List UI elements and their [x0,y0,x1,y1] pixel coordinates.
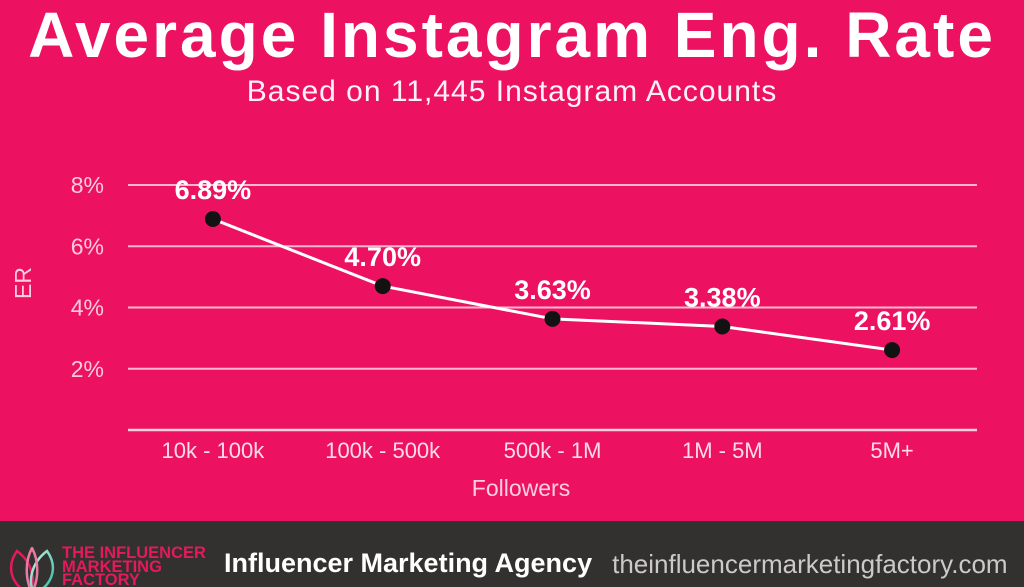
factory-logo-line: FACTORY [62,571,140,587]
chart-title: Average Instagram Eng. Rate [28,0,996,71]
data-point [714,318,731,335]
y-tick-label: 6% [71,233,104,259]
factory-logo-line: THE INFLUENCER [62,544,206,562]
x-tick-label: 10k - 100k [162,438,266,463]
x-axis-title: Followers [472,475,570,501]
data-point-label: 6.89% [175,175,252,205]
x-tick-label: 5M+ [870,438,913,463]
factory-logo-text: THE INFLUENCER MARKETING FACTORY [62,544,212,587]
data-point [884,342,901,359]
data-point-label: 4.70% [344,242,421,272]
y-tick-label: 8% [71,172,104,198]
data-point-label: 3.38% [684,282,761,312]
chart-header: Average Instagram Eng. Rate Based on 11,… [0,2,1024,110]
x-tick-label: 500k - 1M [504,438,602,463]
y-tick-label: 2% [71,356,104,382]
lotus-logo-icon [9,547,55,587]
website-url: theinfluencermarketingfactory.com [612,549,1008,579]
data-point [544,310,561,327]
data-point-label: 3.63% [514,275,591,305]
data-point [374,278,391,295]
x-tick-label: 100k - 500k [325,438,441,463]
footer: THE INFLUENCER MARKETING FACTORY Influen… [0,521,1024,587]
y-tick-label: 4% [71,295,104,321]
chart-subtitle: Based on 11,445 Instagram Accounts [246,75,778,108]
factory-logo-line: MARKETING [62,557,162,576]
x-tick-label: 1M - 5M [682,438,763,463]
data-point-label: 2.61% [854,306,931,336]
y-axis-title: ER [10,267,36,299]
er-line-chart: 2% 4% 6% 8% 10k - 100k 100k - 500k 500k - 1M 1M… [10,172,977,501]
agency-name: Influencer Marketing Agency [224,548,593,578]
data-point [204,210,221,227]
